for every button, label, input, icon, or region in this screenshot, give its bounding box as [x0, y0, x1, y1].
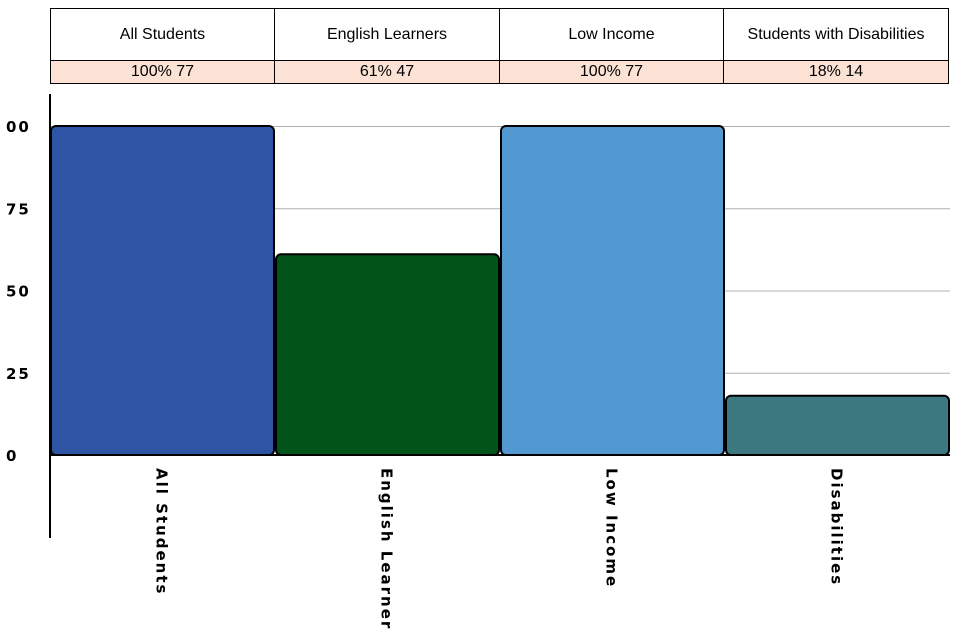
x-tick-label: All Students — [153, 468, 171, 595]
label-all-students: All Students — [50, 8, 275, 61]
summary-labels-row: All Students English Learners Low Income… — [50, 8, 949, 61]
summary-table: All Students English Learners Low Income… — [50, 8, 949, 84]
x-tick-label: Low Income — [603, 468, 621, 588]
label-english-learners: English Learners — [274, 8, 500, 61]
bar-low-income — [500, 125, 725, 456]
bar-disabilities — [725, 394, 950, 456]
value-english-learners: 61% 47 — [274, 60, 500, 84]
y-tick-label: 25 — [6, 365, 31, 383]
y-tick-label: 75 — [6, 200, 31, 218]
tick-labels: 0 25 50 75 00 All Students English Learners Low… — [6, 118, 846, 629]
bars — [50, 125, 950, 456]
y-tick-label: 50 — [6, 283, 31, 301]
value-low-income: 100% 77 — [499, 60, 724, 84]
value-students-with-disabilities: 18% 14 — [723, 60, 949, 84]
x-tick-label: Disabilities — [828, 468, 846, 586]
y-tick-label: 00 — [6, 118, 31, 136]
y-tick-label: 0 — [6, 447, 18, 465]
axes — [49, 94, 950, 538]
value-all-students: 100% 77 — [50, 60, 275, 84]
summary-values-row: 100% 77 61% 47 100% 77 18% 14 — [50, 60, 949, 84]
label-students-with-disabilities: Students with Disabilities — [723, 8, 949, 61]
x-tick-label: English Learners — [378, 468, 396, 629]
bar-all-students — [50, 125, 275, 456]
bar-english-learners — [275, 253, 500, 456]
